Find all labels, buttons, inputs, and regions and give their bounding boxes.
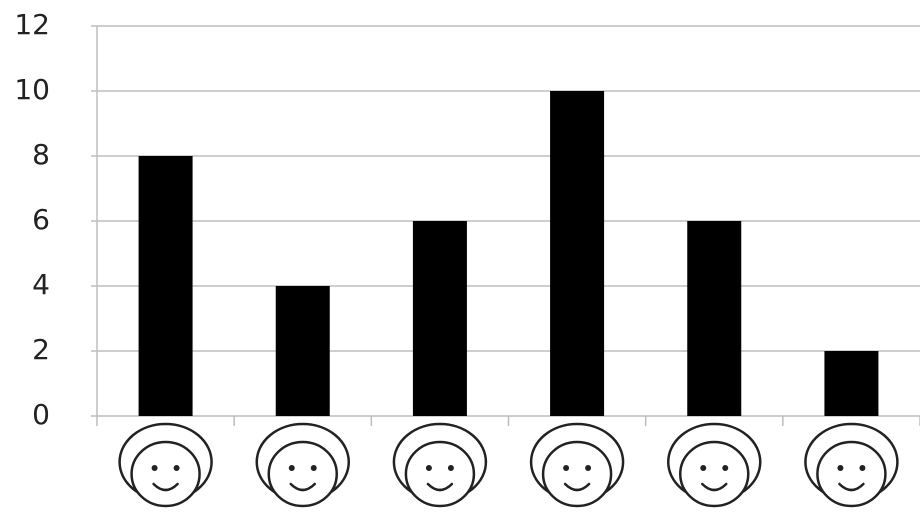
y-tick-label: 6 (32, 203, 50, 236)
bar (550, 91, 605, 416)
bar (687, 221, 742, 416)
face-mouth (289, 482, 316, 492)
face-eye (288, 465, 295, 471)
face-eye (585, 465, 592, 471)
category-face (529, 422, 625, 508)
face-eye (700, 465, 707, 471)
category-face (118, 422, 213, 508)
face-head (130, 440, 201, 508)
y-tick-label: 4 (32, 268, 50, 301)
face-head (541, 440, 613, 508)
face-head (267, 440, 338, 508)
bar (824, 351, 879, 416)
y-tick-label: 2 (32, 333, 50, 366)
face-eye (563, 465, 570, 471)
face-head (679, 440, 750, 508)
face-eye (447, 465, 454, 471)
category-face (804, 422, 899, 508)
face-eye (425, 465, 432, 471)
face-eye (173, 465, 180, 471)
y-tick-label: 0 (32, 398, 50, 431)
face-head (404, 440, 476, 508)
face-eye (859, 465, 866, 471)
face-mouth (426, 482, 454, 492)
face-head (816, 440, 887, 508)
face-mouth (563, 482, 591, 492)
face-eye (837, 465, 844, 471)
face-eye (151, 465, 158, 471)
category-face (255, 422, 350, 508)
y-tick-label: 12 (14, 8, 50, 41)
bar (275, 286, 330, 416)
face-mouth (838, 482, 865, 492)
face-mouth (701, 482, 728, 492)
category-face (392, 422, 488, 508)
category-face (667, 422, 762, 508)
y-tick-label: 8 (32, 138, 50, 171)
y-tick-label: 10 (14, 73, 50, 106)
bar (138, 156, 193, 416)
bar (412, 221, 467, 416)
face-mouth (152, 482, 179, 492)
face-eye (722, 465, 729, 471)
face-eye (310, 465, 317, 471)
